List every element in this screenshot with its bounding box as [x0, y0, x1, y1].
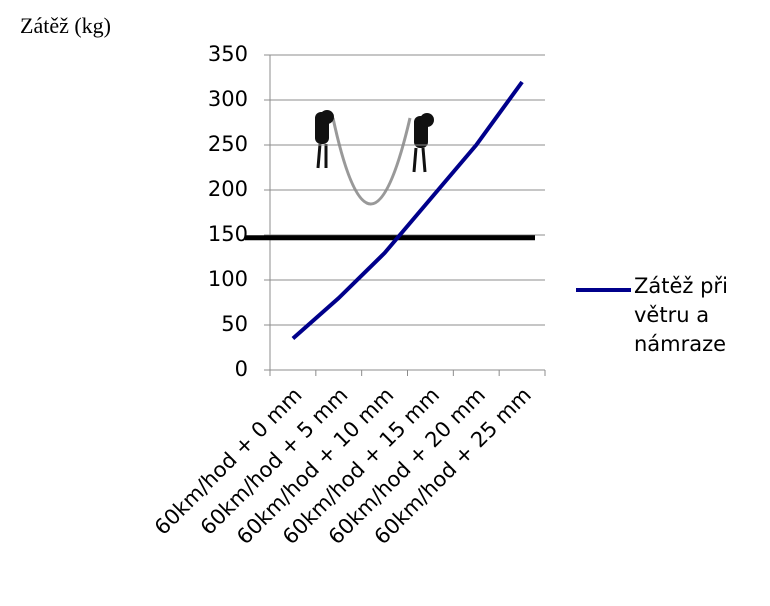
y-tick-label: 100: [208, 267, 248, 291]
y-tick-label: 50: [221, 312, 248, 336]
y-axis-label: Zátěž (kg): [20, 13, 111, 38]
data-line: [291, 80, 524, 340]
y-tick-label: 200: [208, 177, 248, 201]
y-tick-label: 300: [208, 87, 248, 111]
legend-label: Zátěž při větru a námraze: [634, 274, 728, 356]
y-tick-label: 0: [235, 357, 248, 381]
y-tick-label: 250: [208, 132, 248, 156]
y-tick-label: 150: [208, 222, 248, 246]
illustration: [315, 110, 434, 206]
y-tick-label: 350: [208, 42, 248, 66]
